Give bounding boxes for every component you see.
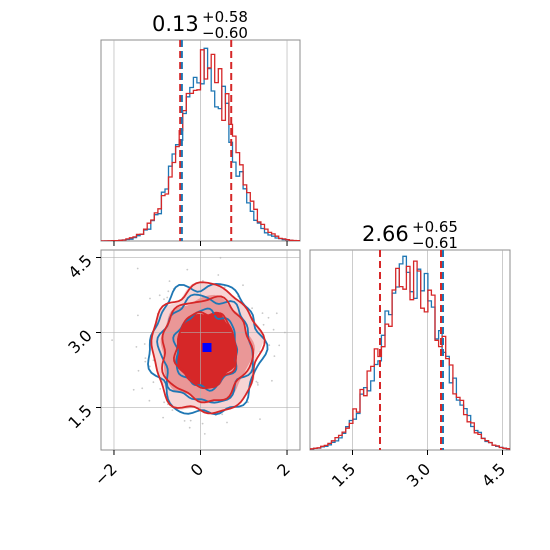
hist-y-series-b xyxy=(310,260,510,450)
scatter-point xyxy=(132,388,135,391)
scatter-point xyxy=(189,453,191,455)
scatter-point xyxy=(168,280,171,282)
contour-line-series-b xyxy=(161,295,255,404)
scatter-point xyxy=(201,422,204,425)
joint-x-tick-label: −2 xyxy=(91,459,121,489)
scatter-point xyxy=(171,409,174,411)
hist-x-panel: 0.13 +0.58 −0.60 xyxy=(100,8,301,246)
scatter-point xyxy=(158,294,161,297)
hist-x-steps xyxy=(101,47,300,241)
scatter-point xyxy=(137,314,139,317)
scatter-point xyxy=(111,339,113,341)
joint-y-tick-label: 3.0 xyxy=(64,326,95,357)
joint-y-tick-label: 1.5 xyxy=(64,401,95,432)
scatter-point xyxy=(267,316,270,319)
hist-y-tick-label: 1.5 xyxy=(328,459,359,490)
hist-y-title: 2.66 xyxy=(362,222,409,246)
joint-panel: −2 0 2 1.5 3.0 4.5 xyxy=(64,249,301,490)
scatter-point xyxy=(152,381,155,384)
hist-y-title-median: 2.66 xyxy=(362,222,409,246)
scatter-point xyxy=(273,355,276,357)
scatter-point xyxy=(223,286,226,288)
joint-y-ticks: 1.5 3.0 4.5 xyxy=(64,251,101,432)
scatter-point xyxy=(149,297,151,300)
joint-truth-point xyxy=(202,343,212,352)
scatter-point xyxy=(143,343,146,345)
scatter-point xyxy=(242,284,244,287)
joint-x-ticks: −2 0 2 xyxy=(91,450,294,490)
scatter-point xyxy=(166,296,169,299)
scatter-point xyxy=(137,369,140,372)
joint-contour-lines xyxy=(147,281,269,416)
joint-grid xyxy=(101,250,300,450)
hist-x-quantiles xyxy=(179,40,233,241)
joint-y-tick-label: 4.5 xyxy=(64,251,95,282)
scatter-point xyxy=(251,307,254,310)
contour-line-series-b xyxy=(172,311,238,390)
scatter-point xyxy=(135,346,138,348)
hist-x-title-minus: −0.60 xyxy=(202,24,248,42)
scatter-point xyxy=(203,433,206,435)
hist-y-title-plus: +0.65 xyxy=(412,218,458,236)
hist-x-title: 0.13 xyxy=(152,12,199,36)
scatter-point xyxy=(278,344,281,347)
hist-y-x-ticks: 1.5 3.0 4.5 xyxy=(328,450,509,491)
scatter-point xyxy=(136,267,139,270)
hist-y-quantiles xyxy=(379,250,444,450)
scatter-point xyxy=(167,290,170,293)
scatter-point xyxy=(163,298,165,301)
scatter-point xyxy=(159,388,162,390)
joint-x-tick-label: 2 xyxy=(273,459,294,480)
scatter-point xyxy=(162,416,165,419)
joint-x-tick-label: 0 xyxy=(187,459,208,480)
scatter-point xyxy=(163,401,166,404)
hist-y-steps xyxy=(310,255,510,450)
scatter-point xyxy=(144,360,147,363)
scatter-point xyxy=(259,418,261,420)
scatter-point xyxy=(144,357,147,359)
hist-x-title-plus: +0.58 xyxy=(202,8,248,26)
scatter-point xyxy=(268,344,271,347)
truth-point-marker xyxy=(202,343,212,352)
hist-y-tick-label: 4.5 xyxy=(478,459,509,490)
scatter-point xyxy=(221,413,224,416)
scatter-point xyxy=(188,426,191,429)
scatter-point xyxy=(257,384,259,386)
hist-x-title-median: 0.13 xyxy=(152,12,199,36)
scatter-point xyxy=(148,365,151,368)
scatter-point xyxy=(272,328,275,331)
scatter-point xyxy=(262,323,265,326)
hist-y-tick-label: 3.0 xyxy=(403,459,434,490)
scatter-point xyxy=(275,312,278,315)
scatter-point xyxy=(226,421,228,424)
scatter-point xyxy=(247,401,249,404)
scatter-point xyxy=(217,274,220,276)
scatter-point xyxy=(261,312,264,314)
scatter-point xyxy=(256,382,259,384)
contour-line-series-a xyxy=(156,293,254,404)
scatter-point xyxy=(148,399,151,402)
hist-x-series-b xyxy=(101,49,300,241)
scatter-point xyxy=(271,379,273,382)
hist-y-panel: 1.5 3.0 4.5 2.66 +0.65 −0.61 xyxy=(309,218,511,491)
scatter-point xyxy=(141,387,144,390)
contour-line-series-b xyxy=(150,281,266,415)
scatter-point xyxy=(152,359,155,362)
hist-y-title-minus: −0.61 xyxy=(412,234,458,252)
scatter-point xyxy=(186,268,189,271)
scatter-point xyxy=(255,380,258,383)
scatter-point xyxy=(202,280,204,282)
hist-x-ticks xyxy=(113,241,288,246)
scatter-point xyxy=(183,420,186,422)
scatter-point xyxy=(189,419,192,422)
